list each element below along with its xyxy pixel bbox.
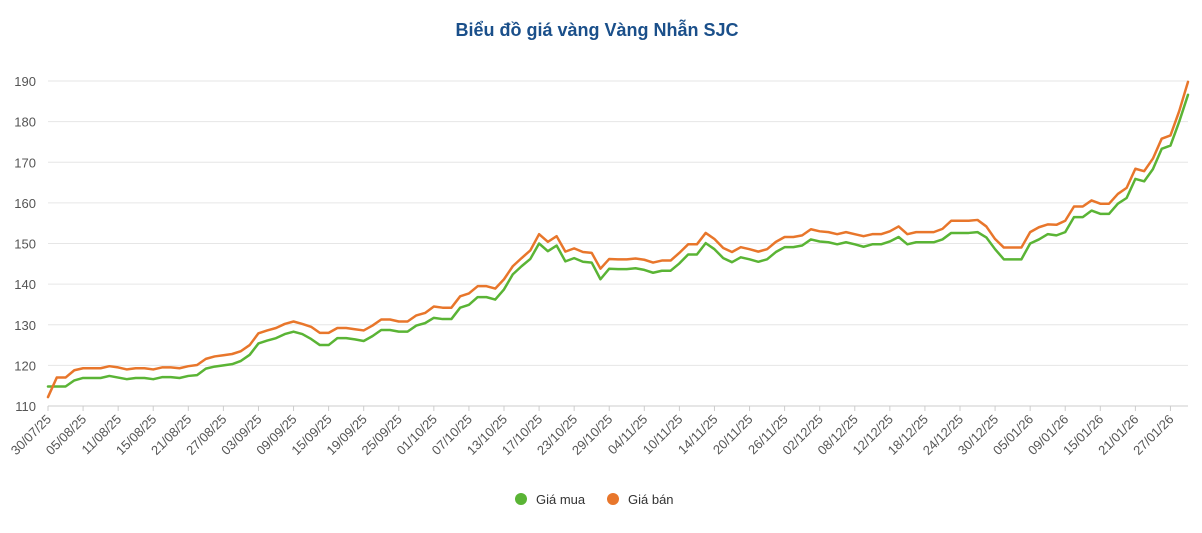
y-tick-label: 130 — [14, 318, 36, 333]
legend: Giá mua Giá bán — [515, 492, 674, 507]
legend-label-gia-ban: Giá bán — [628, 492, 674, 507]
x-axis: 30/07/2505/08/2511/08/2515/08/2521/08/25… — [8, 406, 1177, 458]
chart-title: Biểu đồ giá vàng Vàng Nhẫn SJC — [455, 19, 738, 40]
y-tick-label: 110 — [15, 399, 36, 414]
series-lines — [46, 80, 1190, 399]
y-tick-label: 160 — [14, 196, 36, 211]
legend-item-gia-mua[interactable]: Giá mua — [515, 492, 586, 507]
y-tick-label: 170 — [14, 155, 36, 170]
y-axis: 110 120 130 140 150 160 170 180 190 — [14, 74, 36, 414]
legend-marker-gia-ban — [607, 493, 619, 505]
series-line-gia-ban[interactable] — [46, 80, 1190, 399]
gridlines — [48, 80, 1188, 407]
y-tick-label: 150 — [14, 237, 36, 252]
y-tick-label: 120 — [14, 358, 36, 373]
y-tick-label: 140 — [14, 277, 36, 292]
y-tick-label: 180 — [14, 115, 36, 130]
legend-item-gia-ban[interactable]: Giá bán — [607, 492, 674, 507]
legend-label-gia-mua: Giá mua — [536, 492, 586, 507]
series-line-gia-mua[interactable] — [46, 93, 1190, 388]
legend-marker-gia-mua — [515, 493, 527, 505]
y-tick-label: 190 — [14, 74, 36, 89]
